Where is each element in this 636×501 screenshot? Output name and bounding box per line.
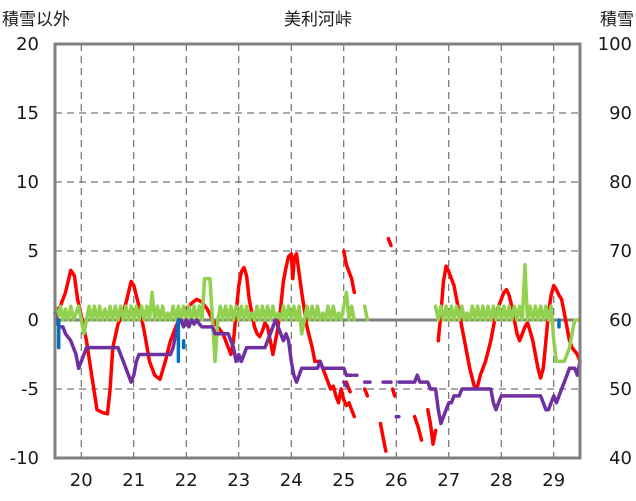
series-red-segment-3 [362,387,370,398]
left-tick-label-6: 20 [16,34,39,55]
series-red-segment-6 [390,387,397,398]
left-axis: -10 -5 0 5 10 15 20 [10,34,39,469]
right-tick-label-1: 50 [609,379,632,400]
x-tick-label-3: 23 [227,470,250,491]
x-tick-label-7: 27 [437,470,460,491]
right-axis: 40 50 60 70 80 90 100 [598,34,632,469]
plot-frame [53,42,582,460]
right-axis-title: 積雪 [600,10,634,30]
series-green-segment-2 [433,263,582,364]
x-tick-label-5: 25 [332,470,355,491]
x-tick-label-0: 20 [70,470,93,491]
right-tick-label-6: 100 [598,34,632,55]
series-purple-segment-1 [342,380,349,388]
left-tick-label-1: -5 [21,379,39,400]
series-red-segment-1 [342,249,357,295]
right-tick-label-5: 90 [609,103,632,124]
left-tick-label-2: 0 [28,310,39,331]
x-tick-label-8: 28 [490,470,513,491]
x-tick-label-4: 24 [280,470,303,491]
right-tick-label-2: 60 [609,310,632,331]
series-red-segment-9 [436,264,582,391]
left-tick-label-5: 15 [16,103,39,124]
series-green-segment-1 [362,304,370,322]
left-tick-label-3: 5 [28,241,39,262]
right-tick-label-3: 70 [609,241,632,262]
x-axis: 20 21 22 23 24 25 26 27 28 29 [70,470,565,491]
series-red-segment-2 [344,380,352,394]
right-tick-label-4: 80 [609,172,632,193]
x-tick-label-2: 22 [175,470,198,491]
series-red-segment-0 [53,252,357,419]
left-tick-label-4: 10 [16,172,39,193]
series-red-segment-8 [426,407,438,446]
series-red-segment-5 [378,421,388,453]
x-tick-label-6: 26 [385,470,408,491]
series-purple-segment-0 [53,311,354,384]
x-tick-label-9: 29 [542,470,565,491]
left-tick-label-0: -10 [10,448,39,469]
series-purple-segment-6 [397,359,582,426]
series-green-segment-0 [53,276,357,364]
left-axis-title: 積雪以外 [2,10,70,30]
x-tick-label-1: 21 [122,470,145,491]
chart-title: 美利河峠 [284,10,352,30]
series-red-segment-7 [412,414,424,442]
series-red-segment-4 [386,236,393,248]
series-layer [53,236,582,453]
right-tick-label-0: 40 [609,448,632,469]
